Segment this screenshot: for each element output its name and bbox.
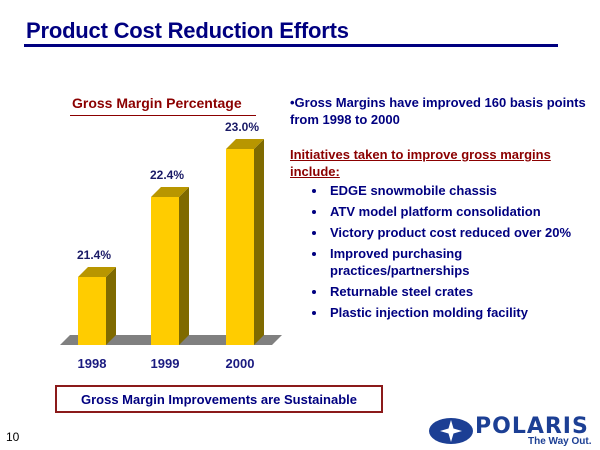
slide-title: Product Cost Reduction Efforts — [26, 18, 349, 43]
polaris-logo: POLARIS The Way Out. — [428, 414, 598, 448]
bullet-icon — [312, 290, 316, 294]
bar-side — [254, 139, 264, 345]
list-item: EDGE snowmobile chassis — [312, 182, 595, 199]
title-underline — [24, 44, 558, 47]
bar-side — [106, 267, 116, 345]
bar-1998 — [78, 277, 106, 345]
commentary-panel: •Gross Margins have improved 160 basis p… — [290, 94, 595, 325]
list-item: Plastic injection molding facility — [312, 304, 595, 321]
logo-tagline: The Way Out. — [528, 436, 592, 447]
data-label: 22.4% — [150, 168, 184, 182]
page-number: 10 — [6, 430, 20, 444]
bar-top — [151, 187, 189, 197]
x-tick-label: 1998 — [78, 356, 107, 371]
bullet-icon — [312, 252, 316, 256]
bullet-icon — [312, 210, 316, 214]
bullet-icon — [312, 189, 316, 193]
bar-side — [179, 187, 189, 345]
x-tick-label: 2000 — [226, 356, 255, 371]
list-item: Improved purchasing practices/partnershi… — [312, 245, 595, 279]
bar-top — [226, 139, 264, 149]
logo-wordmark: POLARIS — [475, 414, 589, 439]
data-label: 23.0% — [225, 120, 259, 134]
data-label: 21.4% — [77, 248, 111, 262]
bullet-icon — [312, 231, 316, 235]
conclusion-box: Gross Margin Improvements are Sustainabl… — [55, 385, 383, 413]
bullet-icon — [312, 311, 316, 315]
list-item: ATV model platform consolidation — [312, 203, 595, 220]
x-tick-label: 1999 — [151, 356, 180, 371]
bar-1999 — [151, 197, 179, 345]
list-item: Returnable steel crates — [312, 283, 595, 300]
chart-title-underline — [70, 115, 256, 116]
bar-2000 — [226, 149, 254, 345]
chart-title: Gross Margin Percentage — [72, 95, 242, 111]
lead-statement: •Gross Margins have improved 160 basis p… — [290, 95, 586, 127]
initiatives-list: EDGE snowmobile chassis ATV model platfo… — [290, 182, 595, 321]
list-item: Victory product cost reduced over 20% — [312, 224, 595, 241]
star-emblem-icon — [429, 418, 473, 444]
initiatives-heading: Initiatives taken to improve gross margi… — [290, 147, 551, 179]
bar-top — [78, 267, 116, 277]
